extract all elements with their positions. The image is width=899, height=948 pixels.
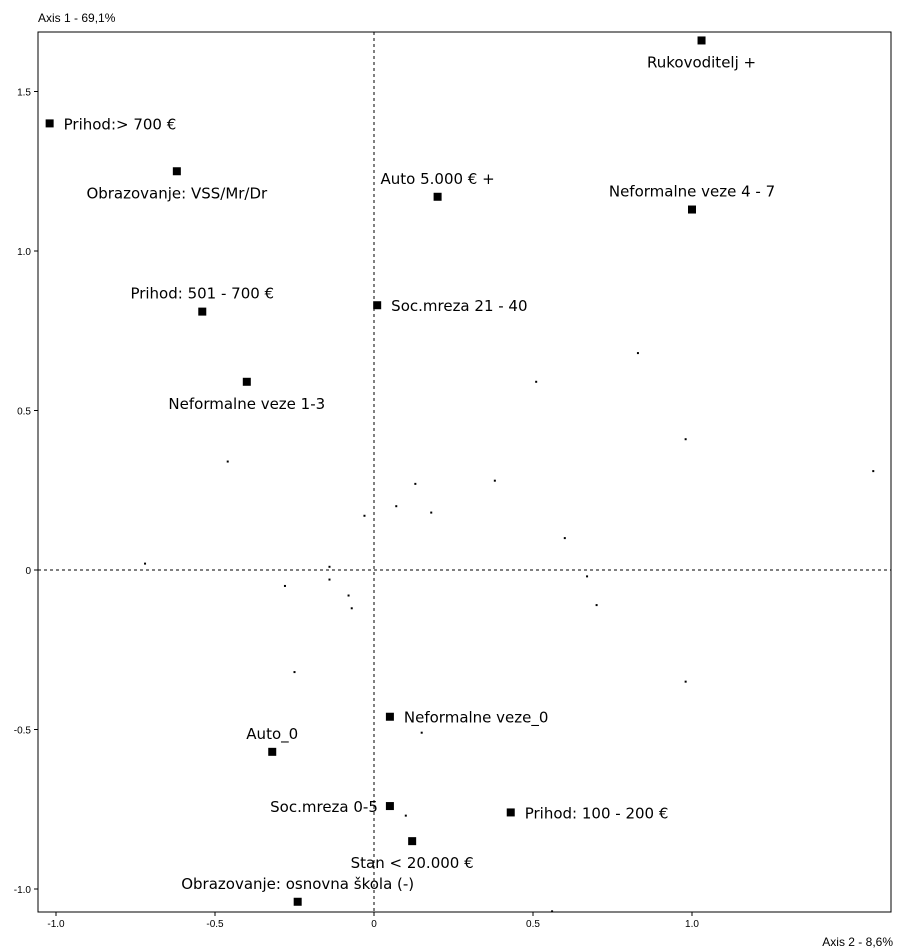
- point-label: Neformalne veze 4 - 7: [609, 183, 775, 201]
- x-tick-label: 1.0: [685, 919, 699, 930]
- x-axis-title: Axis 2 - 8,6%: [822, 935, 893, 948]
- category-point: [198, 307, 207, 316]
- small-point: [535, 380, 538, 383]
- small-point: [144, 562, 147, 565]
- category-point: [688, 205, 696, 214]
- category-point: [697, 36, 706, 45]
- category-point: [268, 747, 277, 756]
- category-point: [242, 377, 251, 386]
- y-tick-label: 0: [25, 566, 31, 577]
- category-point: [385, 712, 394, 721]
- point-label: Rukovoditelj +: [647, 53, 756, 71]
- y-tick-label: 1.0: [17, 247, 31, 258]
- small-point: [684, 680, 687, 683]
- small-point: [414, 482, 417, 485]
- small-point: [283, 584, 286, 587]
- small-point: [395, 505, 398, 508]
- point-labels: Rukovoditelj + Prihod:> 700 € Obrazovanje:…: [64, 53, 776, 892]
- small-point: [226, 460, 229, 463]
- small-point: [636, 352, 639, 355]
- y-axis-title: Axis 1 - 69,1%: [38, 11, 116, 25]
- point-label: Obrazovanje: osnovna škola (-): [181, 875, 414, 893]
- small-point: [493, 479, 496, 482]
- category-point: [506, 808, 515, 817]
- small-points: [144, 352, 875, 913]
- point-label: Obrazovanje: VSS/Mr/Dr: [86, 184, 268, 202]
- point-label: Auto 5.000 € +: [381, 170, 495, 188]
- category-point: [45, 119, 54, 128]
- point-label: Prihod: 100 - 200 €: [525, 804, 669, 822]
- small-point: [430, 511, 433, 514]
- category-point: [433, 192, 442, 201]
- category-point: [408, 837, 417, 846]
- small-point: [684, 438, 687, 441]
- category-point: [172, 167, 181, 176]
- small-point: [293, 671, 296, 674]
- point-label: Neformalne veze_0: [404, 709, 549, 728]
- small-point: [551, 910, 554, 913]
- point-label: Prihod: 501 - 700 €: [130, 285, 274, 303]
- small-point: [328, 578, 331, 581]
- point-label: Soc.mreza 0-5: [270, 798, 378, 816]
- small-point: [328, 565, 331, 568]
- x-tick-label: 0: [371, 919, 377, 930]
- small-point: [595, 604, 598, 607]
- x-tick-label: -1.0: [47, 919, 65, 930]
- x-tick-label: 0.5: [526, 919, 540, 930]
- point-label: Prihod:> 700 €: [64, 115, 177, 133]
- zero-lines: [38, 32, 891, 912]
- point-label: Neformalne veze 1-3: [168, 395, 325, 413]
- small-point: [363, 514, 366, 517]
- category-point: [373, 301, 382, 310]
- small-point: [350, 607, 353, 610]
- y-tick-label: 1.5: [17, 88, 31, 99]
- small-point: [404, 814, 407, 817]
- small-point: [563, 537, 566, 540]
- labeled-points: [45, 36, 706, 906]
- small-point: [872, 470, 875, 473]
- y-tick-label: 0.5: [17, 407, 31, 418]
- small-point: [420, 731, 423, 734]
- category-point: [385, 802, 394, 811]
- x-tick-label: -0.5: [206, 919, 224, 930]
- point-label: Soc.mreza 21 - 40: [391, 297, 527, 315]
- small-point: [586, 575, 589, 578]
- y-tick-label: -0.5: [14, 726, 32, 737]
- axis-ticks: -1.0 -0.5 0 0.5 1.0 -1.0 -0.5 0 0.5 1.0 1.5: [14, 88, 700, 931]
- y-tick-label: -1.0: [14, 885, 32, 896]
- small-point: [347, 594, 350, 597]
- plot-frame: [37, 31, 892, 913]
- point-label: Stan < 20.000 €: [351, 854, 474, 872]
- category-point: [293, 897, 302, 906]
- point-label: Auto_0: [246, 725, 298, 744]
